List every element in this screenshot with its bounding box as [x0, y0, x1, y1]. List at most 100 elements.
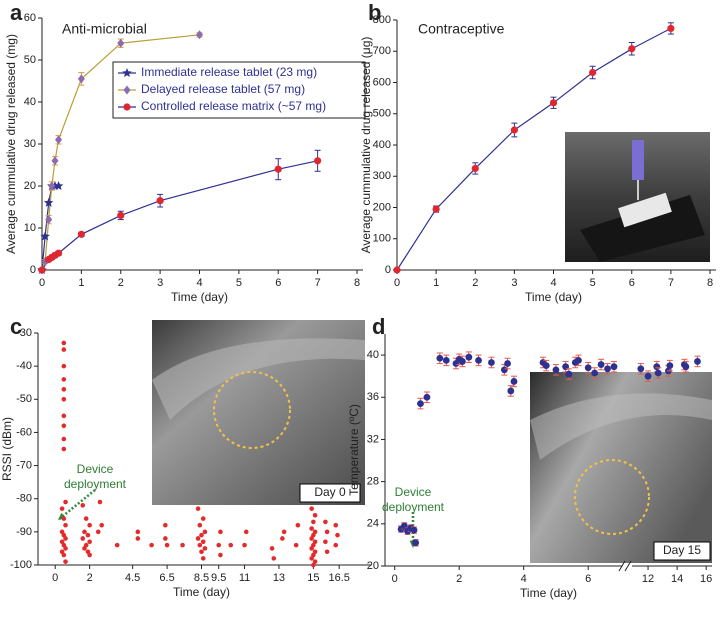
- marker: [510, 126, 518, 134]
- y-tick-label: 40: [367, 349, 379, 361]
- point: [61, 413, 67, 419]
- point: [199, 549, 204, 555]
- y-tick-label: -90: [16, 526, 32, 538]
- x-tick-label: 6: [585, 573, 591, 585]
- x-tick-label: 2: [472, 277, 478, 289]
- y-axis-label: Average cummulative drug released (mg): [4, 34, 18, 254]
- point: [163, 522, 168, 528]
- point: [80, 536, 86, 541]
- panel-label: d: [372, 314, 385, 339]
- panel-label: b: [368, 0, 381, 25]
- x-tick-label: 0: [394, 277, 400, 289]
- x-tick-label: 16.5: [328, 572, 349, 584]
- legend-label: Controlled release matrix (~57 mg): [141, 99, 326, 113]
- y-tick-label: 500: [373, 108, 391, 120]
- x-tick-label: 7: [315, 277, 321, 289]
- point: [309, 536, 314, 541]
- point: [293, 542, 299, 548]
- inset-xray: Day 0: [152, 320, 365, 505]
- y-tick-label: 20: [367, 560, 379, 572]
- x-tick-label: 4.5: [125, 572, 140, 584]
- y-tick-label: 50: [24, 54, 36, 66]
- point: [61, 347, 67, 352]
- point: [63, 546, 68, 551]
- point: [575, 356, 582, 364]
- point: [95, 529, 101, 535]
- point: [436, 354, 444, 362]
- y-tick-label: 800: [373, 14, 391, 26]
- marker: [77, 230, 85, 238]
- point: [61, 436, 67, 442]
- marker: [40, 231, 50, 241]
- annotation: deployment: [382, 500, 445, 514]
- x-tick-label: 3: [157, 277, 163, 289]
- y-tick-label: 400: [373, 139, 391, 151]
- y-tick-label: -70: [16, 459, 32, 471]
- point: [552, 366, 560, 374]
- point: [195, 506, 201, 511]
- marker: [54, 249, 63, 257]
- marker: [38, 266, 46, 274]
- point: [417, 400, 424, 407]
- y-tick-label: -80: [16, 493, 32, 505]
- y-tick-label: 60: [24, 12, 36, 24]
- marker: [55, 135, 63, 145]
- inset-photo: [565, 132, 710, 262]
- point: [654, 369, 662, 377]
- marker: [117, 38, 125, 48]
- point: [59, 506, 65, 511]
- point: [333, 542, 339, 548]
- point: [114, 542, 120, 548]
- point: [135, 536, 141, 541]
- point: [295, 522, 301, 528]
- x-tick-label: 11: [239, 572, 250, 584]
- x-axis-label: Time (day): [520, 586, 577, 600]
- point: [610, 363, 618, 371]
- marker: [274, 165, 282, 173]
- point: [61, 387, 67, 392]
- x-tick-label: 6: [629, 277, 635, 289]
- x-axis-label: Time (day): [171, 290, 228, 304]
- point: [410, 526, 418, 534]
- point: [269, 546, 275, 551]
- y-tick-label: 24: [367, 518, 379, 530]
- marker: [393, 266, 401, 274]
- point: [61, 396, 67, 402]
- y-tick-label: 0: [385, 264, 391, 276]
- y-tick-label: -40: [16, 360, 32, 372]
- y-tick-label: -50: [16, 393, 32, 405]
- point: [63, 522, 68, 528]
- marker: [48, 181, 56, 191]
- point: [228, 542, 234, 548]
- point: [412, 539, 420, 547]
- point: [324, 549, 330, 555]
- marker: [43, 197, 54, 207]
- x-tick-label: 6: [275, 277, 281, 289]
- inset-label: Day 0: [314, 485, 346, 499]
- y-tick-label: 32: [367, 433, 379, 445]
- x-axis-label: Time (day): [173, 585, 230, 599]
- point: [565, 370, 573, 378]
- y-tick-label: 100: [373, 233, 391, 245]
- x-tick-label: 2: [118, 277, 124, 289]
- point: [459, 358, 466, 365]
- point: [591, 369, 599, 377]
- point: [309, 506, 314, 511]
- y-tick-label: -60: [16, 426, 32, 438]
- point: [542, 362, 550, 370]
- point: [597, 361, 605, 368]
- x-tick-label: 12: [642, 573, 654, 585]
- point: [63, 559, 68, 564]
- point: [507, 387, 515, 395]
- point: [584, 364, 592, 372]
- point: [216, 542, 222, 548]
- y-tick-label: 10: [24, 222, 36, 234]
- point: [504, 360, 511, 367]
- point: [61, 363, 67, 369]
- chart-title: Anti-microbial: [62, 21, 147, 37]
- point: [242, 542, 247, 548]
- legend-label: Delayed release tablet (57 mg): [141, 82, 305, 96]
- point: [666, 362, 674, 370]
- marker: [117, 211, 125, 219]
- x-tick-label: 13: [273, 572, 285, 584]
